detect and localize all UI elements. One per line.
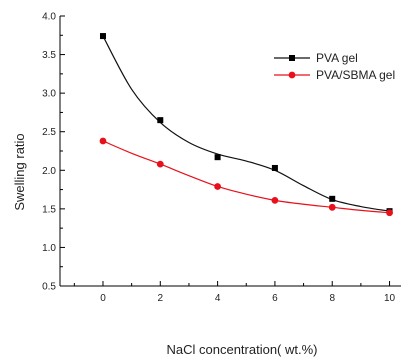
y-tick-label: 1.5: [42, 204, 56, 215]
legend-label: PVA/SBMA gel: [316, 68, 395, 82]
data-point-square: [329, 195, 336, 202]
series-layer: [99, 33, 393, 217]
data-point-square: [214, 154, 221, 161]
data-point-circle: [328, 203, 336, 211]
y-ticks: 0.5 1.0 1.5 2.0 2.5 3.0 3.5 4.0: [42, 12, 65, 293]
x-tick-label: 4: [215, 293, 221, 304]
legend-marker-circle: [288, 71, 296, 79]
series-line-0: [102, 35, 390, 212]
y-tick-label: 0.5: [42, 282, 56, 293]
plot-area: 0.5 1.0 1.5 2.0 2.5 3.0 3.5 4.0 0 2 4 6 8 10: [42, 12, 401, 304]
data-point-circle: [214, 183, 222, 190]
series-line-1: [102, 140, 390, 214]
data-point-square: [157, 117, 164, 124]
x-tick-label: 2: [158, 293, 164, 304]
data-point-circle: [386, 209, 393, 217]
data-point-circle: [271, 196, 279, 204]
data-point-square: [271, 164, 278, 171]
y-tick-label: 2.0: [42, 166, 56, 177]
y-axis-label: Swelling ratio: [12, 133, 27, 210]
x-tick-label: 10: [384, 293, 396, 304]
legend: PVA gel PVA/SBMA gel: [274, 51, 395, 82]
y-tick-label: 2.5: [42, 127, 56, 138]
y-tick-label: 3.5: [42, 50, 56, 61]
data-point-circle: [99, 137, 107, 145]
legend-label: PVA gel: [316, 51, 358, 65]
legend-marker-square: [289, 55, 295, 61]
data-point-circle: [156, 160, 164, 168]
data-point-square: [99, 33, 106, 40]
y-tick-label: 1.0: [42, 243, 56, 254]
x-tick-label: 8: [329, 293, 335, 304]
y-tick-label: 3.0: [42, 89, 56, 100]
y-tick-label: 4.0: [42, 12, 56, 23]
x-ticks: 0 2 4 6 8 10: [73, 281, 396, 304]
x-tick-label: 6: [272, 293, 278, 304]
x-axis-label: NaCl concentration( wt.%): [167, 342, 318, 357]
x-tick-label: 0: [100, 293, 106, 304]
